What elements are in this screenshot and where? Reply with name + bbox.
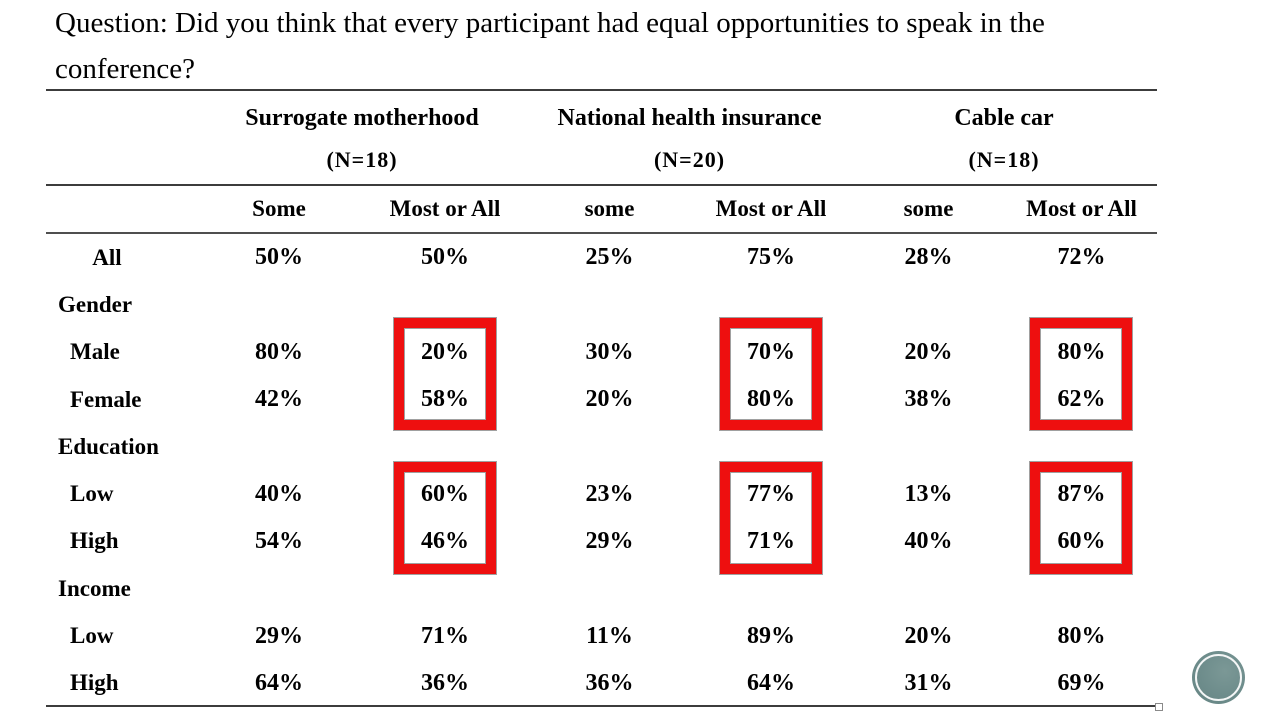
table-row-education-low: Low 40% 60% 23% 77% 13% 87% [46,470,1157,517]
table-body: All 50% 50% 25% 75% 28% 72% Gender Male … [46,234,1157,707]
table-cell: 38% [904,386,953,413]
slide-title: Question: Did you think that every parti… [55,0,1165,92]
table-row-education-high: High 54% 46% 29% 71% 40% 60% [46,518,1157,565]
slide-title-line-1: Question: Did you think that every parti… [55,7,1045,39]
results-table: Surrogate motherhood (N=18) National hea… [46,89,1157,707]
group-sample-size: (N=18) [326,146,398,172]
subheader-most-or-all-3: Most or All [1026,196,1137,221]
table-row-female: Female 42% 58% 20% 80% 38% 62% [46,376,1157,423]
table-cell: 64% [747,669,795,696]
table-cell: 29% [255,622,303,649]
table-row-all: All 50% 50% 25% 75% 28% 72% [46,234,1157,281]
table-cell: 40% [904,527,953,554]
table-row-education-header: Education [46,423,1157,470]
slide-title-line-2: conference? [55,53,196,85]
table-cell: 20% [904,338,953,365]
subheader-most-or-all-1: Most or All [389,196,501,221]
table-cell: 36% [585,669,634,696]
row-label-gender: Gender [58,291,133,317]
table-cell: 60% [421,480,469,507]
table-cell: 54% [255,527,303,554]
group-header-cable-car: Cable car (N=18) [851,91,1157,184]
row-label-male: Male [70,339,120,365]
row-label-education-low: Low [70,481,114,507]
table-cell: 62% [1057,386,1106,413]
group-sample-size: (N=18) [968,146,1040,172]
group-header-national-health-insurance: National health insurance (N=20) [528,91,851,184]
table-cell: 20% [421,338,469,365]
table-cell: 40% [255,480,303,507]
table-cell: 46% [421,527,469,554]
row-label-income-high: High [70,670,119,696]
group-label: Cable car [954,104,1054,131]
table-cell: 28% [904,244,953,271]
table-row-gender-header: Gender [46,281,1157,328]
table-cell: 36% [421,669,469,696]
table-cell: 64% [255,669,303,696]
subheader-most-or-all-2: Most or All [715,196,827,221]
table-cell: 72% [1057,244,1106,271]
table-cell: 20% [904,622,953,649]
table-cell: 31% [904,669,953,696]
group-header-surrogate-motherhood: Surrogate motherhood (N=18) [196,91,528,184]
table-cell: 71% [421,622,469,649]
table-cell: 75% [747,244,795,271]
table-cell: 87% [1057,480,1106,507]
table-cell: 69% [1057,669,1106,696]
table-cell: 11% [586,622,633,649]
table-cell: 58% [421,386,469,413]
table-row-income-high: High 64% 36% 36% 64% 31% 69% [46,660,1157,707]
table-row-income-low: Low 29% 71% 11% 89% 20% 80% [46,612,1157,659]
table-cell: 30% [585,338,634,365]
table-cell: 50% [421,244,469,271]
table-cell: 23% [585,480,634,507]
group-label: National health insurance [557,104,822,131]
subheader-some-2: some [584,196,635,221]
row-label-income-low: Low [70,623,114,649]
subheader-some-1: Some [252,196,306,221]
table-cell: 71% [747,527,795,554]
badge-inner-ring-icon [1195,654,1242,701]
table-resize-handle[interactable] [1155,703,1163,711]
table-row-male: Male 80% 20% 30% 70% 20% 80% [46,329,1157,376]
table-group-header-row: Surrogate motherhood (N=18) National hea… [46,91,1157,186]
table-cell: 80% [747,386,795,413]
table-cell: 80% [255,338,303,365]
table-cell: 42% [255,386,303,413]
table-row-income-header: Income [46,565,1157,612]
table-cell: 89% [747,622,795,649]
row-label-education: Education [58,433,159,459]
row-label-education-high: High [70,528,119,554]
row-label-female: Female [70,386,142,412]
table-cell: 50% [255,244,303,271]
row-label-income: Income [58,575,131,601]
group-header-spacer [46,91,196,184]
table-subheader-row: Some Most or All some Most or All some M… [46,186,1157,234]
table-cell: 70% [747,338,795,365]
group-label: Surrogate motherhood [245,104,479,131]
subheader-some-3: some [903,196,954,221]
table-cell: 77% [747,480,795,507]
table-cell: 29% [585,527,634,554]
table-cell: 80% [1057,622,1106,649]
table-cell: 80% [1057,338,1106,365]
table-cell: 60% [1057,527,1106,554]
table-cell: 25% [585,244,634,271]
table-cell: 20% [585,386,634,413]
circular-logo-badge [1192,651,1245,704]
group-sample-size: (N=20) [653,146,726,172]
row-label-all: All [92,244,122,270]
table-cell: 13% [904,480,953,507]
